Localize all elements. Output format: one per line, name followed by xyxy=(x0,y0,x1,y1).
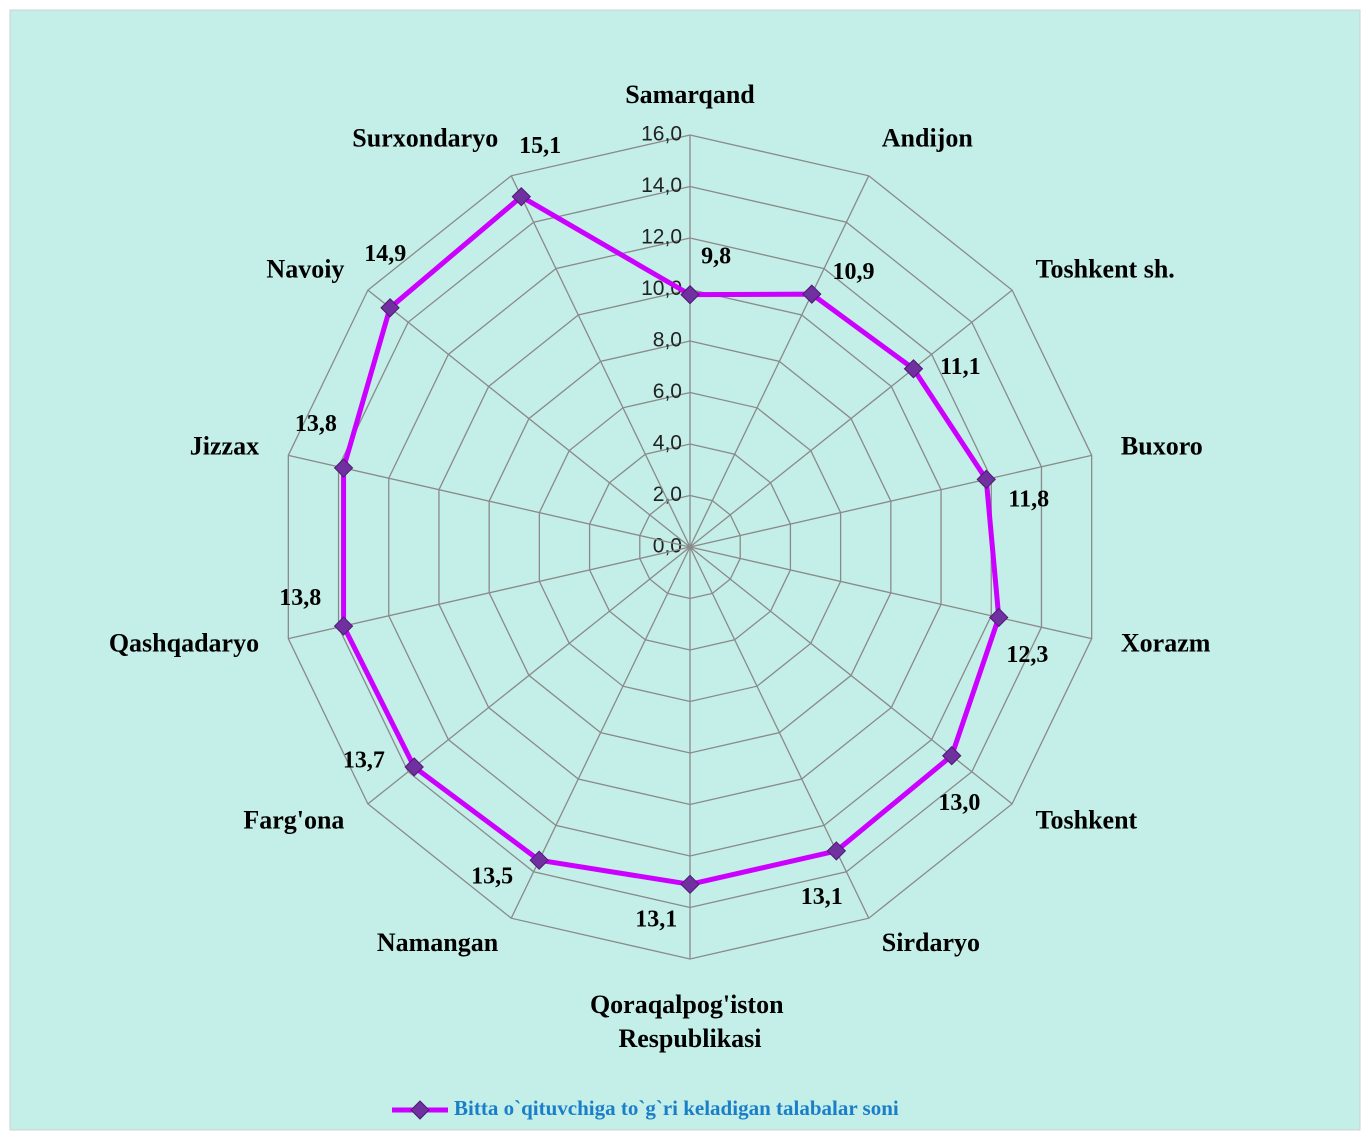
data-marker xyxy=(942,746,962,766)
data-label: 11,1 xyxy=(940,354,981,380)
spoke xyxy=(288,454,691,548)
category-label: Jizzax xyxy=(190,432,259,461)
data-marker xyxy=(333,458,354,478)
category-label: Toshkent sh. xyxy=(1036,254,1175,283)
data-label: 13,7 xyxy=(343,748,385,774)
data-label: 13,0 xyxy=(938,790,980,816)
spoke xyxy=(367,546,691,805)
category-label: Samarqand xyxy=(625,80,755,109)
spoke xyxy=(689,175,870,548)
plot: 9,8 10,9 11,1 11,8 12,3 13,0 13,1 13,1 13,5 13,7 1… xyxy=(279,133,1049,932)
category-label: Namangan xyxy=(377,928,499,957)
spoke xyxy=(689,546,1013,805)
r-tick-label: 14,0 xyxy=(641,174,682,197)
data-marker xyxy=(989,607,1009,628)
spoke xyxy=(689,289,1013,548)
data-marker xyxy=(333,616,354,636)
spoke xyxy=(689,546,1092,640)
category-label-line: Respublikasi xyxy=(618,1024,761,1053)
data-label: 11,8 xyxy=(1008,487,1049,513)
data-marker xyxy=(680,284,700,305)
data-label: 13,8 xyxy=(279,585,321,611)
r-tick-label: 4,0 xyxy=(653,432,682,455)
data-label: 13,1 xyxy=(801,884,843,910)
data-label: 10,9 xyxy=(833,259,875,285)
data-marker xyxy=(826,841,847,861)
category-label: Qoraqalpog'iston Respublikasi xyxy=(590,990,790,1053)
r-tick-label: 12,0 xyxy=(641,226,682,249)
category-label: Andijon xyxy=(882,124,974,153)
spoke xyxy=(367,289,691,548)
data-marker xyxy=(404,757,424,777)
data-label: 13,1 xyxy=(635,906,677,932)
data-label: 9,8 xyxy=(701,243,731,269)
r-tick-label: 8,0 xyxy=(653,329,682,352)
data-marker xyxy=(976,469,996,490)
category-label-line: Qoraqalpog'iston xyxy=(590,990,790,1019)
data-marker xyxy=(529,850,549,870)
data-label: 13,5 xyxy=(471,863,513,889)
data-marker xyxy=(380,298,400,318)
grid: 0,02,04,06,08,010,012,014,016,0Samarqand… xyxy=(109,80,1211,1053)
category-label: Sirdaryo xyxy=(882,928,980,957)
legend-label: Bitta o`qituvchiga to`g`ri keladigan tal… xyxy=(454,1096,899,1120)
data-marker xyxy=(903,359,924,379)
data-marker xyxy=(802,284,822,304)
spoke xyxy=(689,454,1092,548)
category-label: Surxondaryo xyxy=(352,124,498,153)
category-label: Qashqadaryo xyxy=(109,628,259,657)
category-label: Xorazm xyxy=(1121,628,1211,657)
data-marker xyxy=(680,874,700,895)
r-tick-label: 6,0 xyxy=(653,380,682,403)
spoke xyxy=(288,546,691,640)
data-label: 12,3 xyxy=(1006,642,1048,668)
r-tick-label: 16,0 xyxy=(641,123,682,146)
data-marker xyxy=(511,186,532,207)
category-label: Buxoro xyxy=(1121,432,1203,461)
r-tick-label: 2,0 xyxy=(653,483,682,506)
data-label: 14,9 xyxy=(364,241,406,267)
category-label: Navoiy xyxy=(266,254,344,283)
data-label: 15,1 xyxy=(519,133,561,159)
spoke xyxy=(510,175,691,548)
chart-background xyxy=(9,9,1361,1131)
data-label: 13,8 xyxy=(295,411,337,437)
category-label: Farg'ona xyxy=(243,806,344,835)
category-label: Toshkent xyxy=(1036,806,1138,835)
legend-marker xyxy=(410,1100,430,1120)
